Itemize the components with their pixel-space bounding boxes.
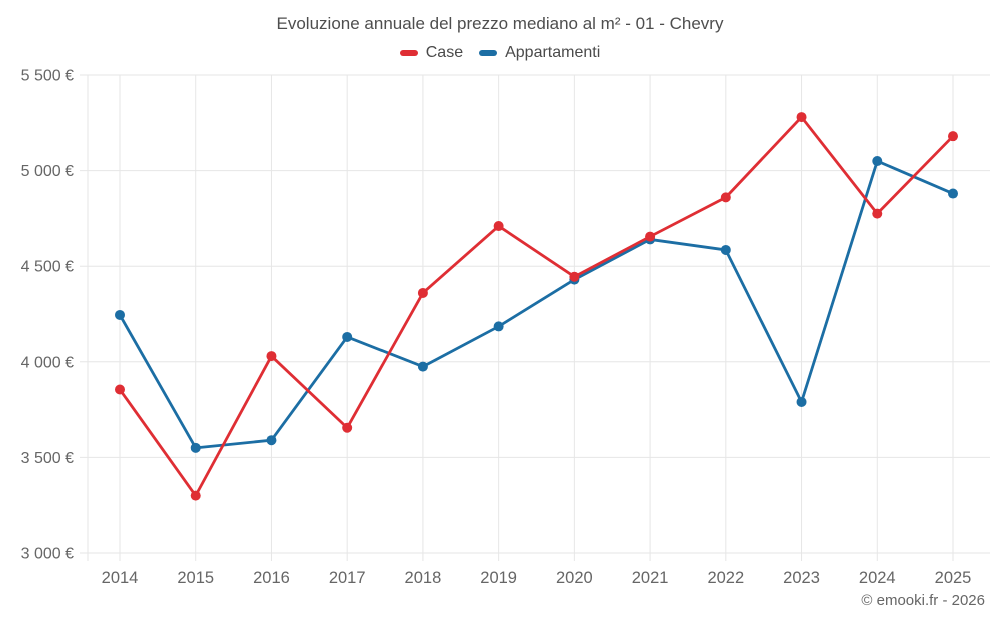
x-axis-label: 2019 <box>480 569 517 587</box>
x-axis-label: 2025 <box>935 569 972 587</box>
legend-item-case[interactable]: Case <box>399 44 464 62</box>
legend-swatch-appartamenti-icon <box>479 50 498 56</box>
series-point-appartamenti-2015 <box>190 442 201 453</box>
series-point-case-2018 <box>417 287 428 298</box>
series-point-appartamenti-2024 <box>872 156 883 167</box>
y-axis-label: 3 500 € <box>21 450 74 467</box>
series-point-case-2016 <box>266 351 277 362</box>
y-axis-label: 5 000 € <box>21 163 74 180</box>
chart-title: Evoluzione annuale del prezzo mediano al… <box>276 14 724 33</box>
series-point-appartamenti-2017 <box>342 331 353 342</box>
x-axis-label: 2021 <box>632 569 669 587</box>
y-axis-label: 4 000 € <box>21 354 74 371</box>
series-point-case-2023 <box>796 112 807 123</box>
series-point-appartamenti-2014 <box>115 309 125 320</box>
series-point-appartamenti-2022 <box>720 244 731 255</box>
series-point-appartamenti-2019 <box>493 321 504 332</box>
y-axis-label: 3 000 € <box>21 546 74 563</box>
x-axis-label: 2018 <box>405 569 442 587</box>
series-point-case-2021 <box>645 231 656 242</box>
x-axis-label: 2024 <box>859 569 896 587</box>
x-axis-label: 2023 <box>783 569 820 587</box>
series-point-case-2025 <box>948 131 958 142</box>
y-axis-label: 5 500 € <box>21 68 74 85</box>
series-point-case-2022 <box>720 192 731 203</box>
x-axis-label: 2016 <box>253 569 290 587</box>
x-axis-label: 2020 <box>556 569 593 587</box>
series-point-case-2019 <box>493 221 504 232</box>
series-point-case-2017 <box>342 422 353 433</box>
series-point-appartamenti-2016 <box>266 435 277 446</box>
x-axis-label: 2014 <box>102 569 139 587</box>
series-line-appartamenti <box>118 159 955 450</box>
footer-credit: © emooki.fr - 2026 <box>861 592 985 609</box>
series-point-case-2014 <box>115 384 125 395</box>
series-line-case <box>118 115 955 498</box>
legend-label-appartamenti: Appartamenti <box>505 44 601 61</box>
legend: Case Appartamenti <box>0 44 1000 62</box>
series-point-case-2020 <box>569 271 580 282</box>
x-axis-label: 2022 <box>707 569 744 587</box>
legend-swatch-case-icon <box>399 50 418 56</box>
series-point-appartamenti-2023 <box>796 396 807 407</box>
series-point-appartamenti-2018 <box>417 361 428 372</box>
y-axis-label: 4 500 € <box>21 259 74 276</box>
series-point-case-2015 <box>190 490 201 501</box>
x-axis-label: 2015 <box>177 569 214 587</box>
legend-label-case: Case <box>425 44 464 61</box>
series-point-case-2024 <box>872 208 883 219</box>
series-point-appartamenti-2025 <box>948 188 958 199</box>
x-axis-label: 2017 <box>329 569 366 587</box>
legend-item-appartamenti[interactable]: Appartamenti <box>479 44 600 62</box>
